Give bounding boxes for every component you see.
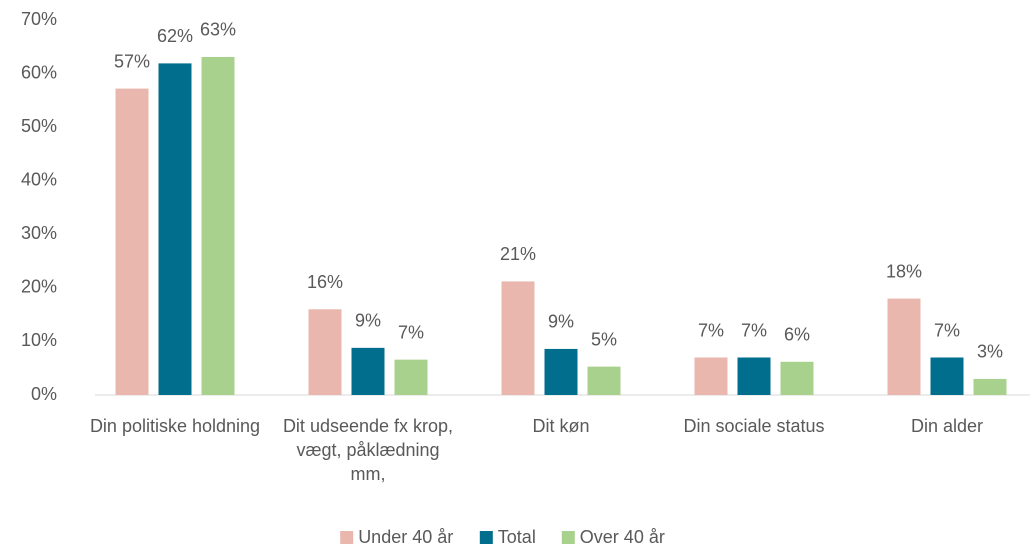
data-label: 7% xyxy=(698,320,724,340)
data-label: 5% xyxy=(591,329,617,349)
legend-label: Total xyxy=(498,527,536,547)
bar xyxy=(694,357,728,395)
data-label: 7% xyxy=(398,322,424,342)
data-label: 7% xyxy=(934,320,960,340)
x-tick-label: Din sociale status xyxy=(683,416,825,436)
bar xyxy=(780,361,814,395)
legend-label: Over 40 år xyxy=(580,527,665,547)
bar xyxy=(737,357,771,395)
data-label: 63% xyxy=(200,20,236,40)
bar xyxy=(973,378,1007,395)
x-tick-label: Din alder xyxy=(910,416,984,436)
x-tick-label: Dit udseende fx krop, vægt, påklædning m… xyxy=(282,416,454,484)
bar xyxy=(930,357,964,395)
y-tick-label: 70% xyxy=(21,9,57,29)
y-tick-label: 20% xyxy=(21,277,57,297)
bar xyxy=(351,347,385,395)
bar xyxy=(887,298,921,395)
bar xyxy=(115,88,149,396)
y-tick-label: 0% xyxy=(31,384,57,404)
y-tick-label: 50% xyxy=(21,116,57,136)
data-label: 16% xyxy=(307,272,343,292)
y-tick-label: 30% xyxy=(21,223,57,243)
bar xyxy=(201,56,235,395)
data-label: 9% xyxy=(548,312,574,332)
legend-swatch xyxy=(561,531,575,544)
bar xyxy=(501,281,535,395)
legend-label: Under 40 år xyxy=(358,527,453,547)
data-label: 62% xyxy=(157,26,193,46)
data-label: 57% xyxy=(114,51,150,71)
x-tick-label: Dit køn xyxy=(532,416,590,436)
y-tick-label: 60% xyxy=(21,62,57,82)
legend-swatch xyxy=(340,531,354,544)
data-label: 18% xyxy=(886,261,922,281)
data-label: 9% xyxy=(355,311,381,331)
legend-swatch xyxy=(479,531,493,544)
bar xyxy=(394,359,428,395)
bar xyxy=(544,348,578,395)
data-label: 6% xyxy=(784,325,810,345)
bar xyxy=(158,63,192,396)
y-tick-label: 10% xyxy=(21,330,57,350)
bar xyxy=(587,366,621,395)
bar xyxy=(308,309,342,395)
data-label: 7% xyxy=(741,320,767,340)
data-label: 21% xyxy=(500,244,536,264)
data-label: 3% xyxy=(977,342,1003,362)
x-tick-label: Din politiske holdning xyxy=(89,416,261,436)
y-tick-label: 40% xyxy=(21,169,57,189)
